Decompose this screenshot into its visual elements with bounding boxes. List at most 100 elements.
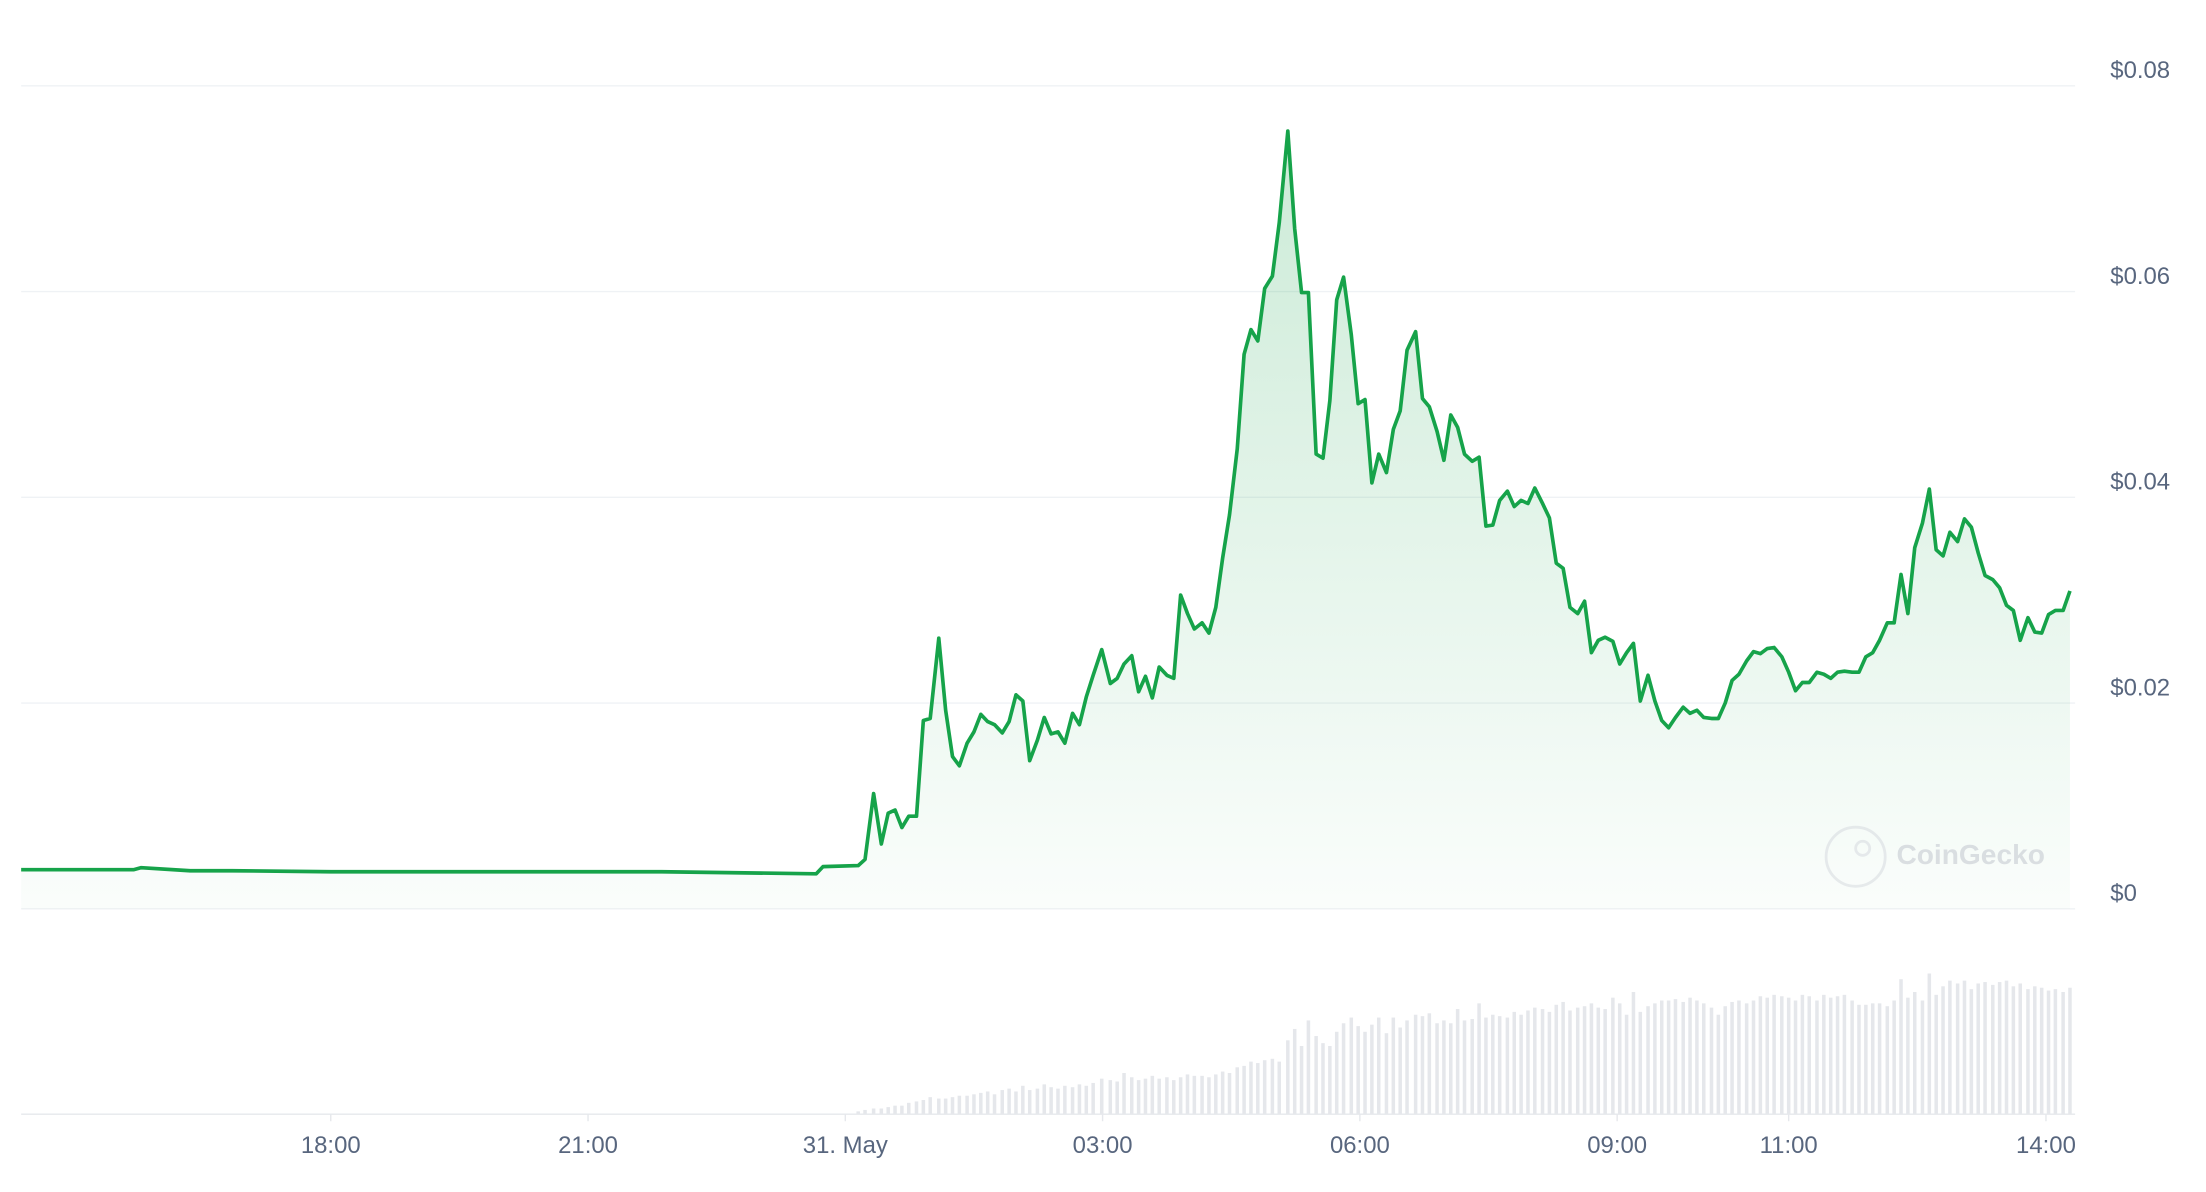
volume-bar (1049, 1087, 1053, 1115)
watermark-text: CoinGecko (1896, 839, 2044, 870)
volume-bar (1828, 997, 1833, 1115)
volume-bar (1334, 1031, 1339, 1115)
volume-bar (1235, 1067, 1239, 1115)
volume-bar (1540, 1009, 1545, 1115)
volume-bar (1007, 1088, 1011, 1115)
volume-bar (1172, 1080, 1176, 1115)
volume-bar (1157, 1078, 1161, 1115)
volume-bar (1435, 1023, 1439, 1115)
volume-bar (2053, 989, 2058, 1115)
x-tick-label: 14:00 (2016, 1132, 2076, 1159)
volume-bar (1227, 1072, 1232, 1115)
volume-bar (1659, 1000, 1664, 1115)
volume-bar (1758, 996, 1763, 1115)
volume-bar (1262, 1060, 1267, 1115)
volume-bar (1420, 1016, 1425, 1115)
volume-bar (1906, 997, 1910, 1115)
volume-bar (1165, 1077, 1169, 1115)
volume-bar (1962, 980, 1967, 1115)
volume-bar (1035, 1088, 1040, 1115)
price-line (21, 129, 2072, 876)
x-tick-label: 18:00 (301, 1132, 361, 1159)
volume-bar (1807, 996, 1812, 1115)
volume-bar (943, 1098, 948, 1115)
volume-bar (1455, 1009, 1460, 1115)
volume-bar (886, 1107, 890, 1115)
volume-bar (979, 1092, 983, 1115)
volume-bar (1122, 1072, 1126, 1115)
volume-bar (1864, 1004, 1868, 1115)
volume-bar (1870, 1003, 1875, 1115)
volume-bar (1491, 1014, 1495, 1115)
volume-bar (1519, 1014, 1523, 1115)
area (21, 131, 2070, 909)
volume-bar (1270, 1058, 1275, 1115)
volume-bar (1484, 1017, 1488, 1115)
volume-bar (1341, 1023, 1346, 1115)
volume-bar (1056, 1088, 1060, 1115)
volume-bar (1815, 1000, 1819, 1115)
volume-bar (1070, 1087, 1075, 1115)
volume-bar (1256, 1063, 1260, 1115)
volume-bar (1242, 1065, 1246, 1115)
x-tick-label: 03:00 (1073, 1132, 1133, 1159)
volume-bar (1561, 1001, 1565, 1115)
volume-bar (914, 1101, 919, 1115)
volume-bar (1000, 1090, 1005, 1115)
y-tick-label: $0.04 (2110, 469, 2170, 496)
volume-bar (985, 1091, 990, 1115)
y-tick-label: $0.06 (2110, 263, 2170, 290)
volume-bar (1842, 994, 1847, 1115)
x-tick-label: 09:00 (1587, 1132, 1647, 1159)
volume-bar (907, 1102, 911, 1115)
watermark-logo (1824, 825, 1887, 888)
volume-bar (1214, 1074, 1218, 1115)
volume-bar (1512, 1011, 1516, 1115)
volume-bar (1526, 1010, 1530, 1115)
x-tick-label: 06:00 (1330, 1132, 1390, 1159)
volume-bar (1730, 1001, 1734, 1115)
volume-bar (1716, 1014, 1721, 1115)
volume-bar (1306, 1020, 1311, 1115)
volume-bar (2011, 986, 2016, 1115)
volume-bar (2033, 986, 2037, 1115)
volume-bar (1751, 1000, 1756, 1115)
volume-bar (1286, 1040, 1290, 1115)
volume-bar (1892, 1000, 1896, 1115)
volume-bar (921, 1099, 926, 1115)
y-tick-label: $0.08 (2110, 57, 2170, 84)
volume-bar (1027, 1090, 1032, 1115)
volume-bar (1793, 1000, 1798, 1115)
volume-bar (965, 1095, 969, 1115)
volume-bar (1391, 1017, 1396, 1115)
volume-bar (1063, 1085, 1067, 1115)
volume-bar (1143, 1078, 1148, 1115)
volume-bar (1413, 1014, 1418, 1115)
price-area (21, 131, 2070, 909)
volume-bar (1077, 1084, 1082, 1115)
volume-bar (1780, 996, 1784, 1115)
volume-bar (1091, 1082, 1095, 1115)
volume-bar (972, 1094, 976, 1115)
volume-bar (1695, 1000, 1699, 1115)
volume-bar (1822, 994, 1826, 1115)
volume-bar (863, 1109, 867, 1115)
volume-bar (928, 1097, 932, 1115)
volume-bar (1877, 1003, 1882, 1115)
volume-bar (900, 1105, 904, 1115)
volume-bar (1178, 1077, 1183, 1115)
volume-bar (1299, 1045, 1304, 1115)
volume-bar (1969, 989, 1974, 1115)
volume-bar (1991, 984, 1995, 1115)
volume-bar (1723, 1006, 1727, 1115)
volume-bar (1470, 1018, 1474, 1115)
volume-bar (1497, 1016, 1502, 1115)
volume-bar (2018, 983, 2022, 1115)
volume-bar (893, 1105, 897, 1115)
volume-bar (1108, 1080, 1113, 1115)
volume-bar (992, 1094, 997, 1115)
volume-bar (1449, 1023, 1453, 1115)
volume-bar (1702, 1003, 1706, 1115)
volume-bar (2039, 987, 2044, 1115)
